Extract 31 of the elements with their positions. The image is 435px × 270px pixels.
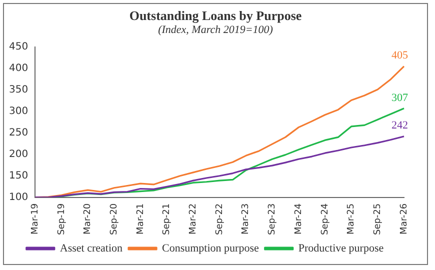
- y-tick-label: 150: [8, 170, 28, 182]
- x-tick-label: Mar-26: [399, 203, 410, 234]
- x-tick-label: Mar-20: [83, 203, 94, 234]
- x-tick-label: Mar-22: [188, 203, 199, 234]
- y-tick-label: 100: [8, 192, 28, 203]
- chart-subtitle: (Index, March 2019=100): [157, 24, 274, 36]
- x-tick-label: Sep-19: [56, 203, 67, 236]
- x-tick-label: Sep-21: [162, 203, 172, 236]
- y-tick-label: 350: [8, 84, 28, 96]
- legend-label: Productive purpose: [298, 242, 384, 254]
- data-label: 242: [392, 120, 408, 132]
- x-tick-label: Sep-24: [320, 203, 330, 236]
- chart-title: Outstanding Loans by Purpose: [128, 8, 303, 24]
- x-tick-label: Sep-25: [372, 203, 383, 236]
- legend-label: Consumption purpose: [162, 242, 259, 254]
- data-label: 307: [392, 92, 408, 104]
- x-tick-label: Mar-21: [136, 203, 146, 234]
- legend-label: Asset creation: [60, 242, 124, 254]
- data-label: 405: [392, 50, 408, 62]
- y-tick-label: 300: [8, 106, 28, 118]
- y-tick-label: 250: [8, 128, 28, 138]
- y-tick-label: 450: [8, 42, 28, 53]
- y-tick-label: 200: [8, 148, 28, 160]
- x-tick-label: Mar-24: [294, 203, 304, 234]
- y-tick-label: 400: [8, 63, 28, 74]
- x-tick-label: Mar-23: [241, 203, 252, 234]
- x-tick-label: Mar-19: [30, 203, 40, 234]
- x-tick-label: Sep-20: [109, 203, 120, 236]
- x-tick-label: Sep-23: [268, 203, 278, 236]
- x-tick-label: Mar-25: [346, 203, 357, 234]
- x-tick-label: Sep-22: [214, 203, 225, 236]
